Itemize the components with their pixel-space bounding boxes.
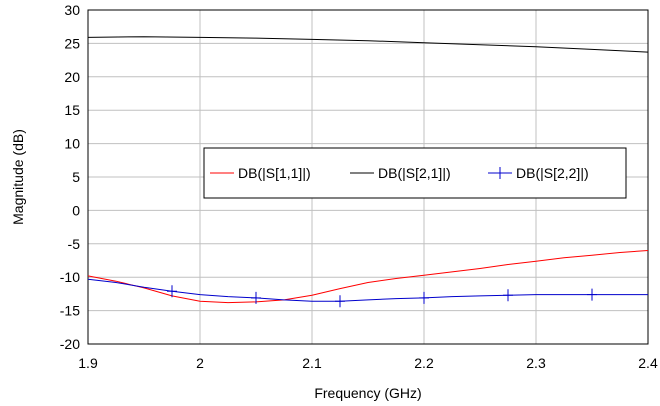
legend-label: DB(|S[2,2]|)	[516, 165, 589, 181]
y-tick-label: 15	[64, 102, 80, 118]
data-point	[367, 281, 370, 284]
plot-frame	[87, 9, 649, 345]
x-tick-label: 2.3	[526, 355, 546, 371]
data-point	[199, 36, 202, 39]
y-tick-label: -20	[60, 336, 80, 352]
y-tick-label: 20	[64, 69, 80, 85]
data-point	[591, 48, 594, 51]
data-point	[143, 286, 146, 289]
y-tick-label: -15	[60, 303, 80, 319]
data-point	[423, 41, 426, 44]
data-point	[535, 45, 538, 48]
x-tick-label: 2	[196, 355, 204, 371]
data-point	[563, 256, 566, 259]
data-point	[87, 274, 90, 277]
data-point	[451, 295, 454, 298]
series-1	[87, 249, 650, 304]
data-point	[479, 267, 482, 270]
data-point	[87, 36, 90, 39]
data-point	[227, 295, 230, 298]
data-point	[535, 260, 538, 263]
data-point	[143, 35, 146, 38]
x-tick-label: 2.2	[414, 355, 434, 371]
data-point	[647, 293, 650, 296]
series-layer	[87, 35, 650, 308]
plus-marker	[587, 288, 597, 301]
data-point	[647, 51, 650, 54]
data-point	[311, 294, 314, 297]
y-tick-label: -10	[60, 269, 80, 285]
plus-marker	[419, 291, 429, 304]
data-point	[255, 37, 258, 40]
x-axis-ticks: 1.9 2 2.1 2.2 2.3 2.4	[78, 355, 658, 371]
data-point	[199, 300, 202, 303]
data-point	[479, 294, 482, 297]
data-point	[311, 300, 314, 303]
data-point	[339, 287, 342, 290]
series-line	[87, 250, 649, 304]
legend-item: DB(|S[1,1]|)	[210, 165, 311, 181]
data-point	[227, 301, 230, 304]
legend-label: DB(|S[1,1]|)	[238, 165, 311, 181]
data-point	[619, 293, 622, 296]
x-tick-label: 1.9	[78, 355, 98, 371]
plus-marker	[335, 295, 345, 308]
series-3	[87, 278, 650, 308]
data-point	[199, 293, 202, 296]
data-point	[563, 293, 566, 296]
plus-marker	[503, 289, 513, 302]
data-point	[479, 43, 482, 46]
data-point	[591, 254, 594, 257]
legend: DB(|S[1,1]|) DB(|S[2,1]|) DB(|S[2,2]|)	[203, 147, 627, 199]
data-point	[115, 281, 118, 284]
legend-box	[203, 147, 627, 199]
y-tick-label: 10	[64, 136, 80, 152]
x-axis-title: Frequency (GHz)	[314, 385, 421, 401]
data-point	[423, 274, 426, 277]
plus-marker	[251, 291, 261, 304]
data-point	[395, 277, 398, 280]
data-point	[395, 297, 398, 300]
y-axis-ticks: -20 -15 -10 -5 0 5 10 15 20 25 30	[60, 2, 80, 352]
y-tick-label: 5	[72, 169, 80, 185]
legend-item: DB(|S[2,1]|)	[350, 165, 451, 181]
data-point	[87, 278, 90, 281]
x-tick-label: 2.1	[302, 355, 322, 371]
x-tick-label: 2.4	[638, 355, 658, 371]
series-line	[87, 36, 649, 53]
data-point	[507, 263, 510, 266]
y-axis-title: Magnitude (dB)	[10, 129, 26, 225]
data-point	[451, 270, 454, 273]
y-tick-label: 0	[72, 202, 80, 218]
series-2	[87, 35, 650, 54]
y-tick-label: -5	[68, 236, 81, 252]
plus-marker	[167, 285, 177, 298]
legend-item: DB(|S[2,2]|)	[488, 165, 589, 181]
legend-label: DB(|S[2,1]|)	[378, 165, 451, 181]
y-tick-label: 25	[64, 35, 80, 51]
data-point	[311, 38, 314, 41]
data-point	[535, 293, 538, 296]
data-point	[283, 298, 286, 301]
data-point	[647, 249, 650, 252]
series-line	[87, 278, 648, 302]
data-point	[367, 298, 370, 301]
data-point	[367, 39, 370, 42]
y-tick-label: 30	[64, 2, 80, 18]
data-point	[619, 251, 622, 254]
